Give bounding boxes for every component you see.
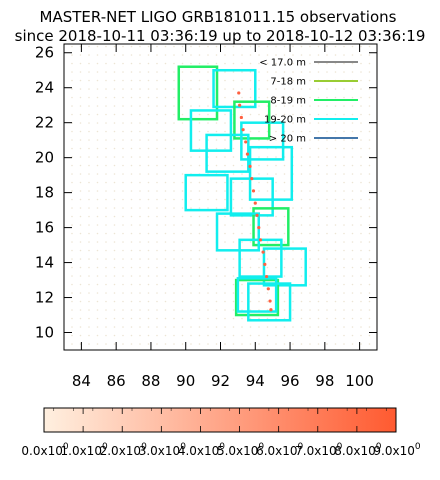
legend-label-2: 8-19 m (270, 96, 306, 107)
track-point-7 (250, 177, 254, 181)
field-box-12 (262, 247, 307, 287)
track-point-4 (244, 140, 248, 144)
track-point-2 (239, 115, 243, 120)
x-tick-label-5: 94 (246, 372, 265, 390)
colorbar-bar (43, 407, 397, 433)
track-point-14 (263, 262, 267, 266)
track-point-0 (237, 91, 241, 95)
track-point-10 (255, 213, 259, 217)
field-box-2 (233, 100, 271, 140)
track-point-5 (245, 152, 250, 156)
plot-background (64, 44, 377, 350)
x-tick-label-6: 96 (281, 372, 300, 390)
x-tick-label-0: 84 (72, 372, 91, 390)
x-tick-label-4: 92 (211, 372, 230, 390)
cbar-tick-label-4: 4.0x100 (178, 442, 225, 458)
field-box-10 (215, 212, 261, 252)
plot-area: 84 86 88 90 92 94 96 98 100 10 12 14 16 18 20 22 24 26 (35, 43, 378, 390)
cbar-tick-label-1: 1.0x100 (61, 442, 108, 458)
legend: < 17.0 m 7-18 m 8-19 m 19-20 m > 20 m (259, 58, 358, 145)
field-box-6 (248, 145, 294, 201)
track-point-12 (258, 238, 263, 242)
x-tick-label-3: 90 (176, 372, 195, 390)
track-point-1 (238, 103, 242, 107)
field-box-3 (189, 109, 233, 152)
track-point-13 (261, 250, 265, 254)
y-tick-label-6: 22 (35, 114, 54, 132)
cbar-tick-label-6: 6.0x100 (256, 442, 303, 458)
track-point-11 (257, 226, 261, 230)
y-tick-label-5: 20 (35, 149, 54, 167)
field-box-7 (184, 173, 229, 212)
field-box-14 (236, 277, 278, 313)
y-tick-label-1: 12 (35, 289, 54, 307)
cbar-tick-label-0: 0.0x100 (21, 442, 68, 458)
field-box-4 (240, 121, 285, 161)
track-point-17 (268, 299, 272, 303)
field-box-15 (247, 282, 292, 322)
field-boxes (177, 65, 307, 322)
cbar-tick-label-3: 3.0x100 (139, 442, 186, 458)
track-points (237, 91, 273, 312)
cbar-tick-label-2: 2.0x100 (100, 442, 147, 458)
cbar-tick-label-7: 7.0x100 (295, 442, 342, 458)
x-tick-label-1: 86 (107, 372, 126, 390)
track-point-8 (251, 189, 256, 193)
x-tick-label-2: 88 (141, 372, 160, 390)
x-tick-label-8: 100 (345, 372, 374, 390)
legend-label-3: 19-20 m (264, 115, 306, 126)
field-box-0 (177, 65, 219, 121)
track-point-16 (266, 287, 270, 291)
track-point-9 (253, 201, 257, 205)
legend-label-4: > 20 m (269, 134, 306, 145)
y-tick-label-8: 26 (35, 44, 54, 62)
y-tick-label-3: 16 (35, 219, 54, 237)
chart-subtitle: since 2018-10-11 03:36:19 up to 2018-10-… (15, 27, 426, 45)
track-point-3 (241, 128, 245, 132)
track-point-15 (264, 274, 269, 279)
cbar-tick-label-5: 5.0x100 (217, 442, 264, 458)
y-tick-label-4: 18 (35, 184, 54, 202)
track-point-6 (248, 164, 252, 168)
legend-label-1: 7-18 m (270, 77, 306, 88)
colorbar: 0.0x1001.0x1002.0x1003.0x1004.0x1005.0x1… (21, 407, 421, 458)
cbar-tick-label-9: 9.0x100 (373, 442, 420, 458)
y-tick-label-7: 24 (35, 79, 54, 97)
axis-ticks: 84 86 88 90 92 94 96 98 100 10 12 14 16 18 20 22 24 26 (35, 44, 377, 390)
field-box-9 (252, 207, 290, 247)
cbar-tick-label-8: 8.0x100 (334, 442, 381, 458)
legend-label-0: < 17.0 m (259, 58, 306, 69)
x-tick-label-7: 98 (315, 372, 334, 390)
y-tick-label-2: 14 (35, 254, 54, 272)
y-tick-label-0: 10 (35, 324, 54, 342)
field-box-13 (234, 278, 280, 317)
track-point-18 (269, 308, 273, 312)
chart-title: MASTER-NET LIGO GRB181011.15 observation… (40, 8, 397, 26)
